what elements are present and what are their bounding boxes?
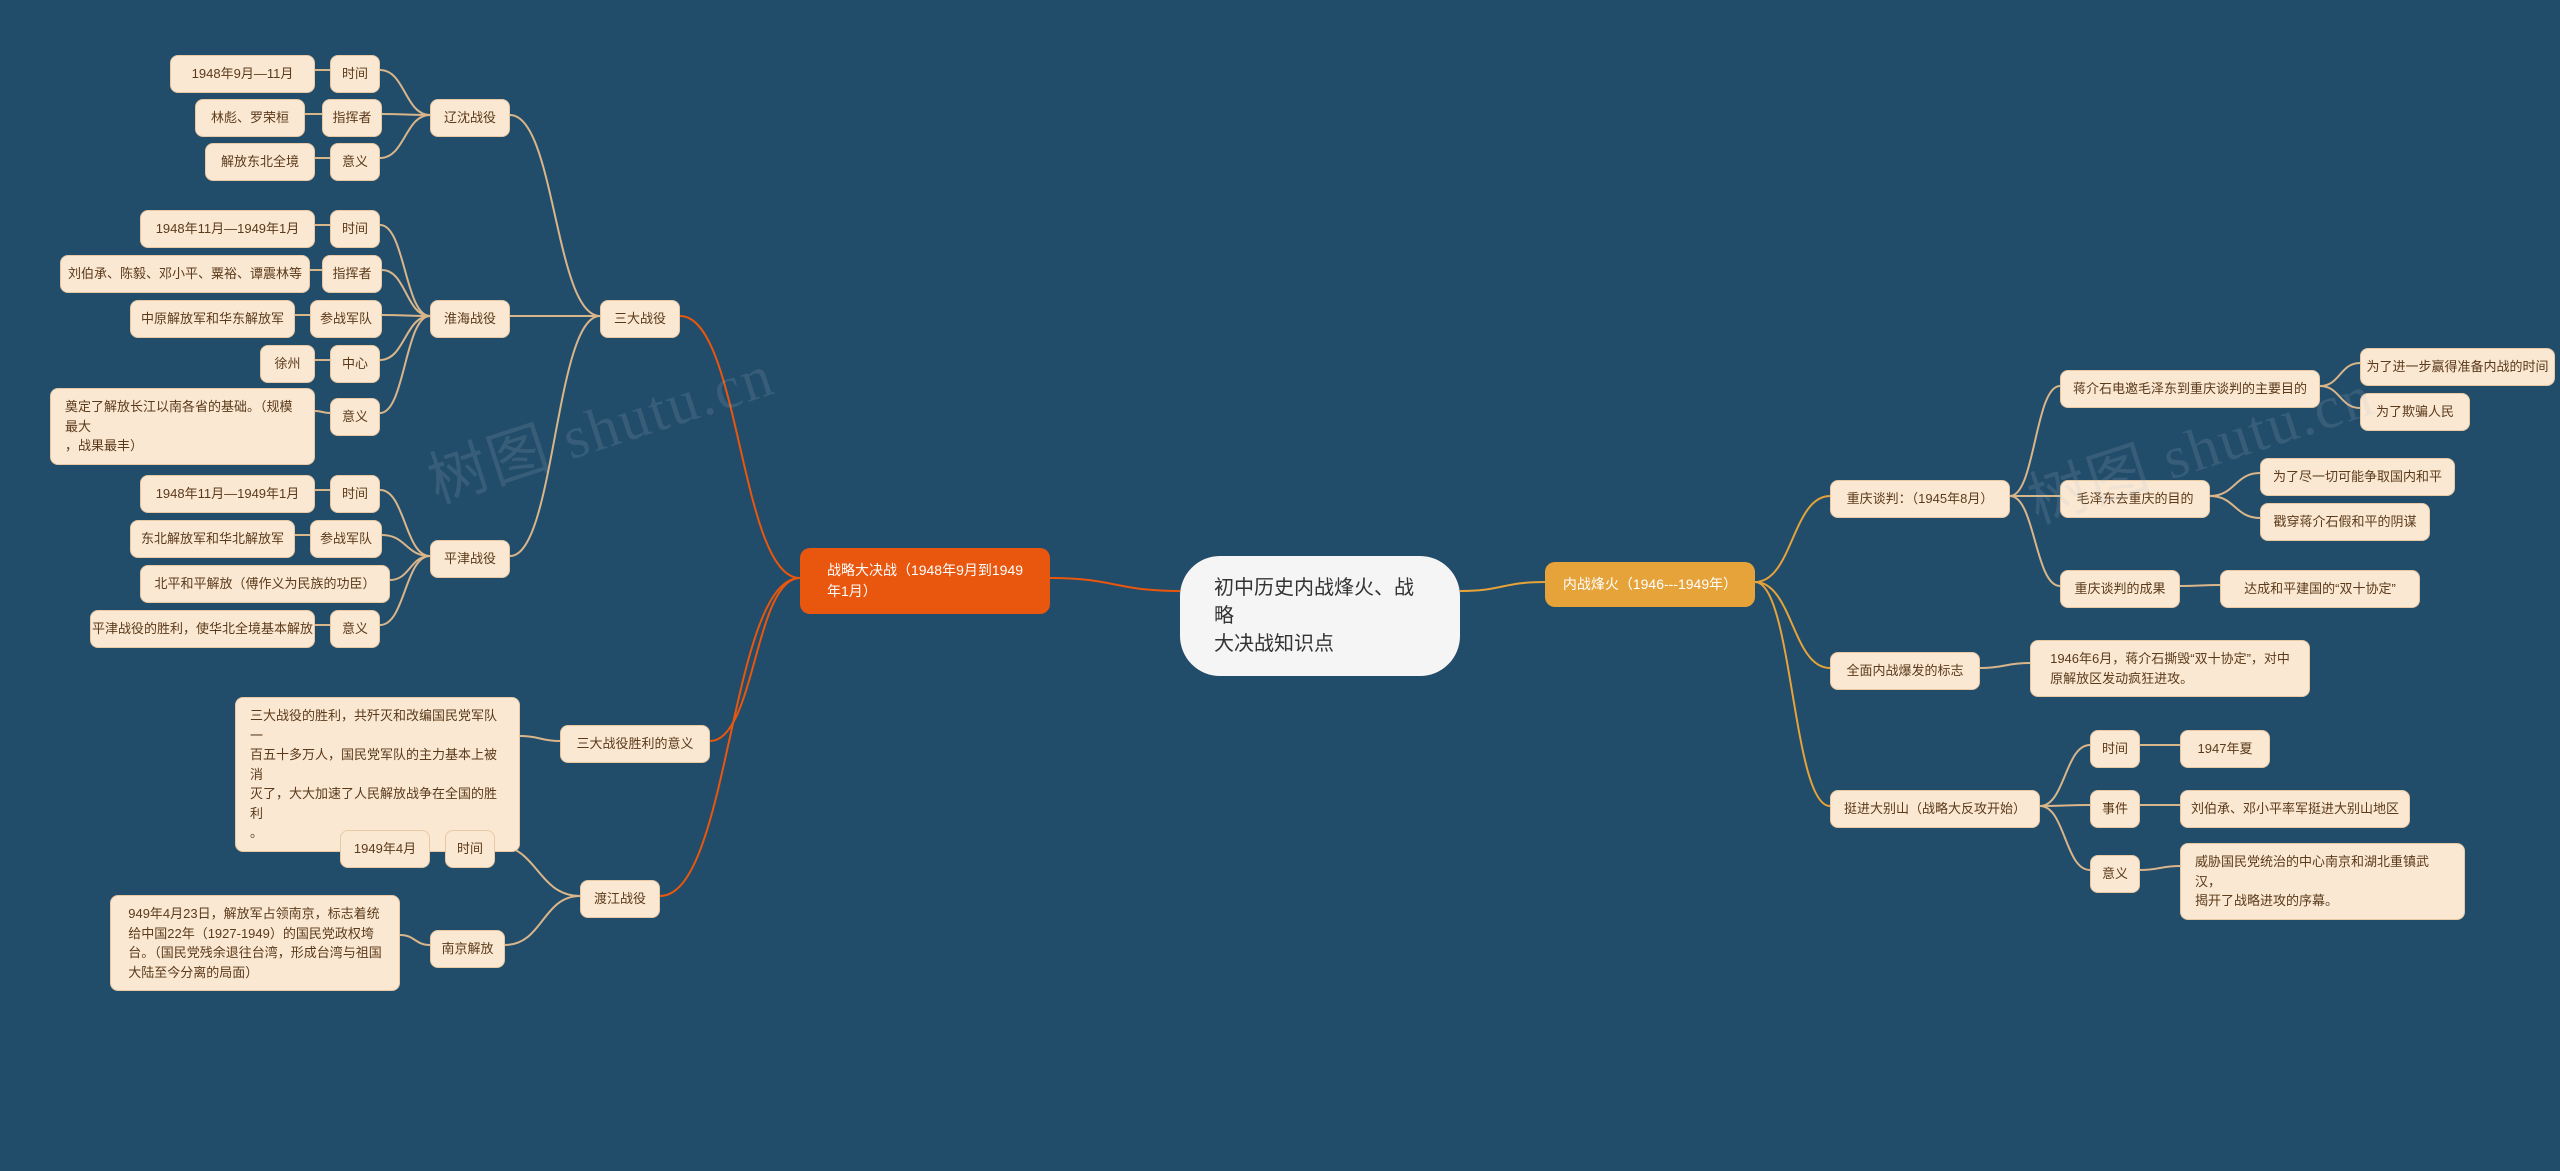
node-pj_army_v: 东北解放军和华北解放军 [130, 520, 295, 558]
node-dj_nj: 南京解放 [430, 930, 505, 968]
node-fullwar_v: 1946年6月，蒋介石撕毁“双十协定”，对中原解放区发动疯狂进攻。 [2030, 640, 2310, 697]
node-hh_time_v: 1948年11月—1949年1月 [140, 210, 315, 248]
node-hh_ctr: 中心 [330, 345, 380, 383]
node-hh_ctr_v: 徐州 [260, 345, 315, 383]
node-hh_army_v: 中原解放军和华东解放军 [130, 300, 295, 338]
node-pj_sig: 意义 [330, 610, 380, 648]
node-fullwar: 全面内战爆发的标志 [1830, 652, 1980, 690]
node-pingjin: 平津战役 [430, 540, 510, 578]
node-hh_sig_v: 奠定了解放长江以南各省的基础。（规模最大，战果最丰） [50, 388, 315, 465]
node-three_sig: 三大战役胜利的意义 [560, 725, 710, 763]
node-ls_cmd: 指挥者 [322, 99, 382, 137]
node-huaihai: 淮海战役 [430, 300, 510, 338]
node-dbs_event: 事件 [2090, 790, 2140, 828]
node-pj_bp: 北平和平解放（傅作义为民族的功臣） [140, 565, 390, 603]
node-ls_time_v: 1948年9月—11月 [170, 55, 315, 93]
node-hh_sig: 意义 [330, 398, 380, 436]
node-three_battles: 三大战役 [600, 300, 680, 338]
node-strategic: 战略大决战（1948年9月到1949年1月） [800, 548, 1050, 614]
node-cq_jiang_2: 为了欺骗人民 [2360, 393, 2470, 431]
node-hh_cmd: 指挥者 [322, 255, 382, 293]
node-dbs_time: 时间 [2090, 730, 2140, 768]
node-pj_sig_v: 平津战役的胜利，使华北全境基本解放 [90, 610, 315, 648]
node-cq_mao: 毛泽东去重庆的目的 [2060, 480, 2210, 518]
node-dj_time: 时间 [445, 830, 495, 868]
node-pj_army: 参战军队 [310, 520, 382, 558]
node-dabieshan: 挺进大别山（战略大反攻开始） [1830, 790, 2040, 828]
node-cq_jiang_1: 为了进一步赢得准备内战的时间 [2360, 348, 2555, 386]
node-liaoshen: 辽沈战役 [430, 99, 510, 137]
node-dbs_time_v: 1947年夏 [2180, 730, 2270, 768]
node-cq_result_v: 达成和平建国的“双十协定” [2220, 570, 2420, 608]
node-cq_result: 重庆谈判的成果 [2060, 570, 2180, 608]
node-hh_time: 时间 [330, 210, 380, 248]
node-dj_nj_v: 949年4月23日，解放军占领南京，标志着统给中国22年（1927-1949）的… [110, 895, 400, 991]
node-cq_mao_2: 戳穿蒋介石假和平的阴谋 [2260, 503, 2430, 541]
node-pj_time_v: 1948年11月—1949年1月 [140, 475, 315, 513]
node-hh_army: 参战军队 [310, 300, 382, 338]
node-chongqing: 重庆谈判：（1945年8月） [1830, 480, 2010, 518]
node-hh_cmd_v: 刘伯承、陈毅、邓小平、粟裕、谭震林等 [60, 255, 310, 293]
node-ls_sig: 意义 [330, 143, 380, 181]
node-ls_time: 时间 [330, 55, 380, 93]
node-cq_jiang: 蒋介石电邀毛泽东到重庆谈判的主要目的 [2060, 370, 2320, 408]
watermark: 树图 shutu.cn [415, 327, 783, 521]
node-pj_time: 时间 [330, 475, 380, 513]
node-ls_cmd_v: 林彪、罗荣桓 [195, 99, 305, 137]
node-dbs_sig_v: 威胁国民党统治的中心南京和湖北重镇武汉，揭开了战略进攻的序幕。 [2180, 843, 2465, 920]
node-ls_sig_v: 解放东北全境 [205, 143, 315, 181]
node-three_sig_v: 三大战役的胜利，共歼灭和改编国民党军队一百五十多万人，国民党军队的主力基本上被消… [235, 697, 520, 852]
node-dbs_sig: 意义 [2090, 855, 2140, 893]
node-root: 初中历史内战烽火、战略大决战知识点 [1180, 556, 1460, 676]
node-civilwar: 内战烽火（1946---1949年） [1545, 562, 1755, 607]
node-dbs_event_v: 刘伯承、邓小平率军挺进大别山地区 [2180, 790, 2410, 828]
node-dj_time_v: 1949年4月 [340, 830, 430, 868]
node-dujiang: 渡江战役 [580, 880, 660, 918]
node-cq_mao_1: 为了尽一切可能争取国内和平 [2260, 458, 2455, 496]
